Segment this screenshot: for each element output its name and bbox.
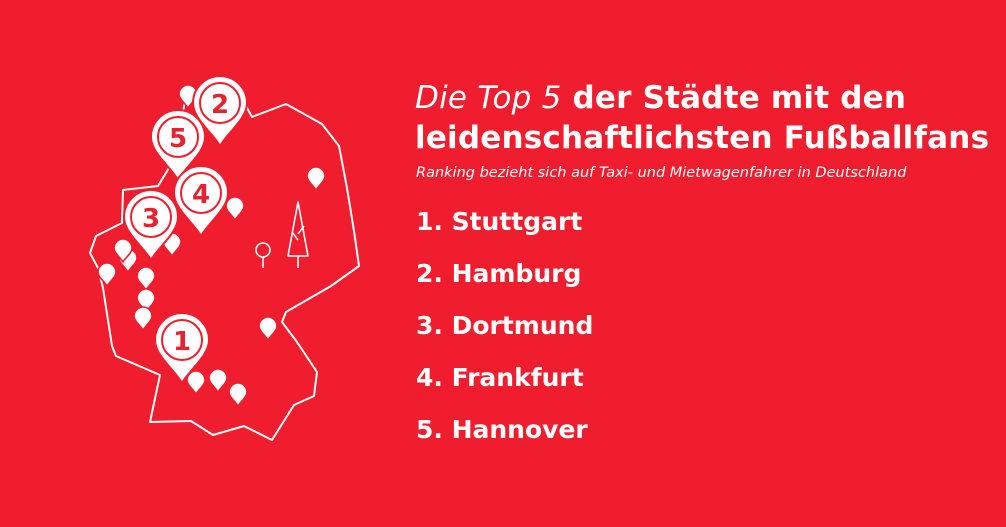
map-pin-icon [208,368,228,393]
ranking-item: 2. Hamburg [416,259,582,288]
map-pin-icon [225,196,245,221]
pin-label: 2 [211,90,229,120]
map-pin-icon [186,370,206,395]
pin-label: 5 [169,124,187,154]
headline-bold-line2: leidenschaftlichsten Fußballfans [415,120,990,156]
germany-outline [89,94,360,441]
tree-icon [287,201,309,268]
headline: Die Top 5 der Städte mit den leidenschaft… [415,78,989,158]
ranking-item: 1. Stuttgart [416,207,583,236]
ranked-pin-5: 5 [150,109,206,181]
ranked-pin-2: 2 [192,75,248,147]
pin-label: 1 [173,327,191,357]
ranking-list: 1. Stuttgart 2. Hamburg 3. Dortmund 4. F… [416,204,593,464]
ranked-pin-1: 1 [154,312,210,384]
ranking-item: 3. Dortmund [416,311,594,340]
ranked-pin-3: 3 [123,189,179,261]
subtitle: Ranking bezieht sich auf Taxi- und Mietw… [416,165,907,181]
headline-bold-line1: der Städte mit den [561,80,907,116]
map-pin-icon [228,382,248,407]
headline-light: Die Top 5 [415,80,562,116]
ranking-item: 5. Hannover [416,415,588,444]
map-pin-icon [258,316,278,341]
germany-map: 2 5 4 3 1 [89,75,360,441]
ranked-pin-4: 4 [173,165,229,237]
pin-label: 4 [192,180,210,210]
map-pin-icon [133,306,153,331]
small-tree-icon [255,242,271,268]
pin-label: 3 [142,204,160,234]
map-pin-icon [136,266,156,291]
ranking-item: 4. Frankfurt [416,363,584,392]
map-pin-icon [306,166,326,191]
